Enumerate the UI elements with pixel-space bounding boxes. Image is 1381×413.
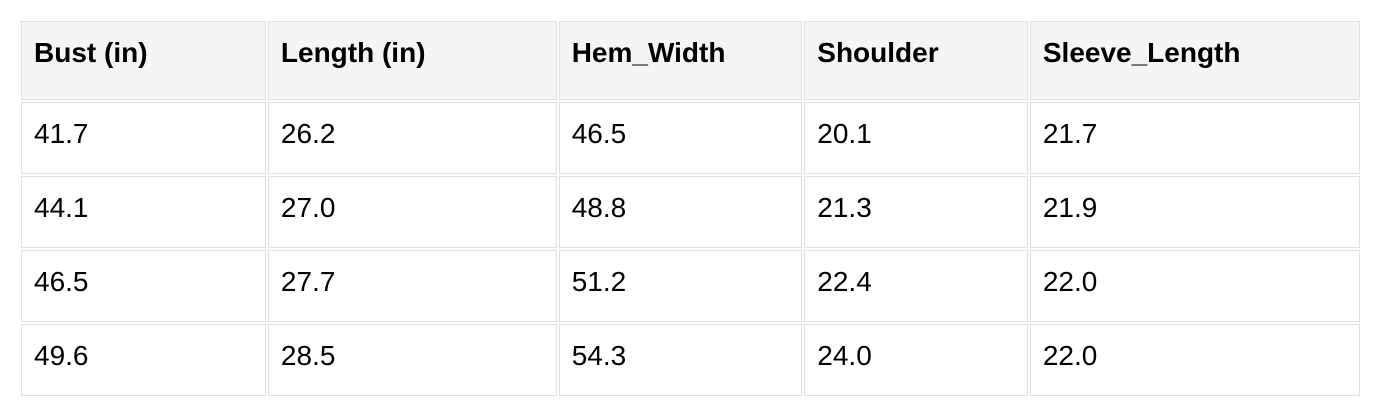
cell-bust: 44.1	[21, 176, 266, 248]
column-header-sleeve-length: Sleeve_Length	[1029, 21, 1360, 100]
cell-hem-width: 54.3	[558, 324, 803, 396]
cell-bust: 49.6	[21, 324, 266, 396]
table-row: 44.1 27.0 48.8 21.3 21.9	[21, 176, 1360, 248]
table-row: 49.6 28.5 54.3 24.0 22.0	[21, 324, 1360, 396]
table-header: Bust (in) Length (in) Hem_Width Shoulder…	[21, 21, 1360, 100]
header-row: Bust (in) Length (in) Hem_Width Shoulder…	[21, 21, 1360, 100]
size-measurements-table: Bust (in) Length (in) Hem_Width Shoulder…	[19, 19, 1362, 398]
cell-sleeve-length: 22.0	[1029, 250, 1360, 322]
column-header-bust-in: Bust (in)	[21, 21, 266, 100]
table-row: 46.5 27.7 51.2 22.4 22.0	[21, 250, 1360, 322]
column-header-hem-width: Hem_Width	[558, 21, 803, 100]
cell-bust: 46.5	[21, 250, 266, 322]
cell-sleeve-length: 21.7	[1029, 102, 1360, 174]
cell-shoulder: 24.0	[804, 324, 1028, 396]
cell-length: 27.0	[267, 176, 557, 248]
table-row: 41.7 26.2 46.5 20.1 21.7	[21, 102, 1360, 174]
table-body: 41.7 26.2 46.5 20.1 21.7 44.1 27.0 48.8 …	[21, 102, 1360, 396]
cell-hem-width: 51.2	[558, 250, 803, 322]
column-header-length-in: Length (in)	[267, 21, 557, 100]
cell-shoulder: 21.3	[804, 176, 1028, 248]
cell-hem-width: 48.8	[558, 176, 803, 248]
cell-length: 28.5	[267, 324, 557, 396]
cell-length: 26.2	[267, 102, 557, 174]
cell-sleeve-length: 21.9	[1029, 176, 1360, 248]
cell-shoulder: 20.1	[804, 102, 1028, 174]
cell-sleeve-length: 22.0	[1029, 324, 1360, 396]
cell-hem-width: 46.5	[558, 102, 803, 174]
cell-shoulder: 22.4	[804, 250, 1028, 322]
column-header-shoulder: Shoulder	[804, 21, 1028, 100]
cell-length: 27.7	[267, 250, 557, 322]
cell-bust: 41.7	[21, 102, 266, 174]
